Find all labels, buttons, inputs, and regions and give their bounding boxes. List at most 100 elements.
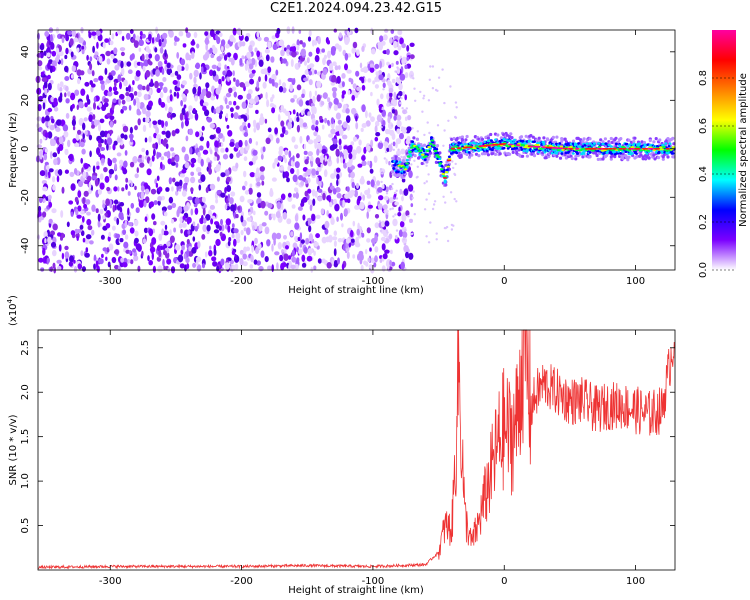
spectrogram-noise-point <box>216 56 222 62</box>
spectrogram-noise-point <box>47 194 52 200</box>
spectrogram-noise-point <box>124 234 129 240</box>
spectrogram-noise-point <box>244 81 250 87</box>
spectrogram-noise-point <box>370 116 375 122</box>
spectrogram-noise-point <box>308 225 312 233</box>
signal-halo-point <box>460 138 464 142</box>
spectrogram-noise-point <box>306 255 313 262</box>
signal-body-point <box>643 143 647 147</box>
spectrogram-noise-point <box>50 151 53 159</box>
spectrogram-noise-point <box>282 87 287 94</box>
signal-halo-point <box>398 158 402 162</box>
spectrogram-noise-point <box>262 81 267 89</box>
spectrogram-noise-point <box>45 121 49 128</box>
spectrogram-noise-point <box>190 187 194 193</box>
spectrogram-fringe-point <box>428 78 431 82</box>
spectrogram-noise-point <box>151 213 156 220</box>
spectrogram-noise-point <box>336 192 342 199</box>
spectrogram-noise-point <box>243 227 247 232</box>
spectrogram-noise-point <box>209 183 216 191</box>
spectrogram-noise-point <box>276 27 281 35</box>
spectrogram-noise-point <box>123 79 128 87</box>
spectrogram-noise-point <box>159 92 164 99</box>
spectrogram-noise-point <box>308 70 313 76</box>
spectrogram-noise-point <box>266 239 271 247</box>
spectrogram-noise-point <box>42 256 46 264</box>
spectrogram-noise-point <box>236 27 242 36</box>
signal-peak-point <box>502 143 507 145</box>
spectrogram-noise-point <box>228 100 232 106</box>
spectrogram-noise-point <box>272 43 278 50</box>
spectrogram-noise-point <box>291 136 296 143</box>
spectrogram-noise-point <box>354 92 359 99</box>
spectrogram-noise-point <box>148 260 153 266</box>
signal-body-point <box>632 142 636 146</box>
spectrogram-noise-point <box>164 49 167 57</box>
spectrogram-noise-point <box>380 93 384 100</box>
spectrogram-noise-point <box>291 50 297 58</box>
spectrogram-noise-point <box>75 133 80 141</box>
spectrogram-noise-point <box>280 57 284 64</box>
spectrogram-noise-point <box>350 141 355 146</box>
spectrogram-noise-point <box>108 243 114 251</box>
spectrogram-fringe-point <box>433 200 437 203</box>
spectrogram-noise-point <box>227 70 233 77</box>
spectrogram-noise-point <box>142 238 147 244</box>
spectrogram-noise-point <box>301 93 305 99</box>
spectrogram-noise-point <box>243 132 249 137</box>
spectrogram-noise-point <box>278 79 282 86</box>
spectrogram-noise-point <box>71 119 76 127</box>
spectrogram-noise-point <box>398 229 403 237</box>
spectrogram-noise-point <box>233 52 238 61</box>
spectrogram-noise-point <box>392 218 398 227</box>
signal-core-point <box>436 155 441 158</box>
spectrogram-noise-point <box>227 240 231 247</box>
spectrogram-noise-point <box>248 161 254 166</box>
spectrogram-noise-point <box>373 155 378 163</box>
spectrogram-noise-point <box>246 217 252 222</box>
spectrogram-noise-point <box>251 57 256 66</box>
spectrogram-noise-point <box>183 182 188 190</box>
spectrogram-noise-point <box>184 176 190 184</box>
spectrogram-noise-point <box>137 84 143 90</box>
snr-xtick-label: -300 <box>99 576 122 587</box>
spectrogram-noise-point <box>127 207 130 216</box>
spectrogram-noise-point <box>278 86 284 93</box>
spectrogram-fringe-point <box>453 197 456 201</box>
spectrogram-noise-point <box>260 113 264 119</box>
signal-body-point <box>555 142 558 146</box>
spectrogram-noise-point <box>79 224 84 230</box>
spectrogram-noise-point <box>164 120 168 127</box>
snr-xlabel: Height of straight line (km) <box>288 585 424 596</box>
spectrogram-fringe-point <box>391 173 394 176</box>
spectrogram-noise-point <box>302 196 308 203</box>
spectrogram-noise-point <box>86 175 92 182</box>
spectrogram-noise-point <box>37 234 40 240</box>
spectrogram-noise-point <box>284 47 287 52</box>
spectrogram-noise-point <box>220 258 225 266</box>
spectrogram-noise-point <box>388 233 393 240</box>
signal-halo-point <box>609 157 613 161</box>
spectrogram-noise-point <box>192 108 196 113</box>
spectrogram-noise-point <box>170 72 175 78</box>
signal-body-point <box>634 152 638 155</box>
spectrogram-noise-point <box>264 48 270 54</box>
spectrogram-noise-point <box>181 190 187 197</box>
spectrogram-noise-point <box>356 49 360 56</box>
spectrogram-noise-point <box>76 235 79 241</box>
spectrogram-noise-point <box>56 259 62 264</box>
spectrogram-noise-point <box>279 254 284 262</box>
signal-peak-point <box>446 159 452 162</box>
spectrogram-noise-point <box>122 105 127 111</box>
signal-body-point <box>642 145 646 149</box>
spectrogram-noise-point <box>313 241 319 247</box>
snr-series-line <box>37 329 676 570</box>
spectrogram-xlabel: Height of straight line (km) <box>288 285 424 296</box>
spectrogram-noise-point <box>194 207 199 215</box>
spectrogram-noise-point <box>289 83 294 92</box>
spectrogram-noise-point <box>133 40 139 48</box>
spectrogram-noise-point <box>287 77 293 82</box>
spectrogram-noise-point <box>307 199 313 206</box>
spectrogram-noise-point <box>342 149 348 156</box>
spectrogram-noise-point <box>296 44 300 51</box>
spectrogram-noise-point <box>42 102 46 110</box>
